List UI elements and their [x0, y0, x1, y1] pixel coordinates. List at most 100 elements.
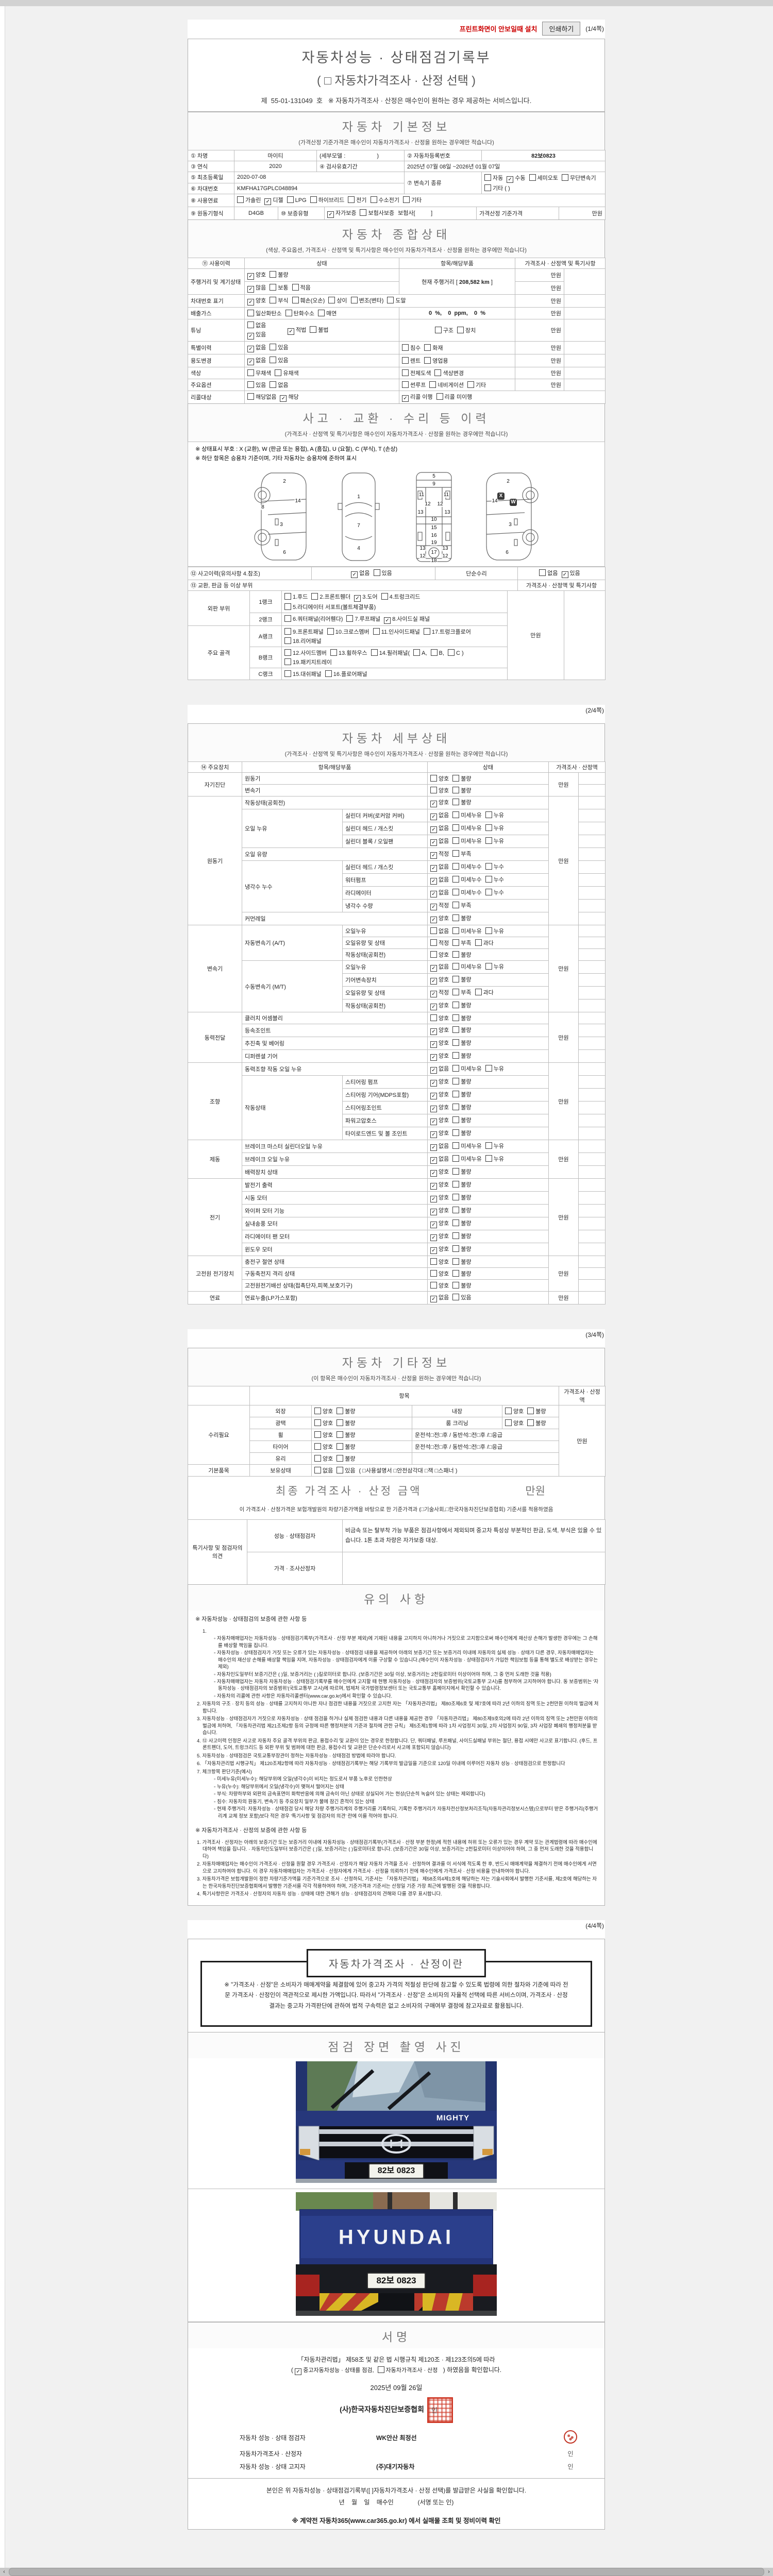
checkbox-unchecked[interactable]	[402, 196, 410, 203]
checkbox-option[interactable]: 불량	[337, 1454, 356, 1463]
checkbox-option[interactable]: 과다	[475, 939, 494, 947]
checkbox-unchecked[interactable]	[452, 927, 460, 935]
checkbox-unchecked[interactable]	[337, 1455, 344, 1462]
checkbox-checked[interactable]: ✓	[430, 801, 437, 808]
checkbox-unchecked[interactable]	[413, 649, 421, 656]
checkbox-checked[interactable]: ✓	[430, 1118, 437, 1126]
checkbox-unchecked[interactable]	[430, 927, 437, 935]
checkbox-option[interactable]: 보통	[270, 283, 289, 292]
checkbox-checked[interactable]: ✓	[288, 328, 294, 335]
checkbox-option[interactable]: 불량	[452, 1206, 472, 1214]
checkbox-unchecked[interactable]	[373, 569, 380, 577]
checkbox-unchecked[interactable]	[452, 939, 460, 946]
checkbox-option[interactable]: ✓ 없음	[247, 356, 266, 365]
checkbox-checked[interactable]: ✓	[430, 826, 437, 834]
checkbox-unchecked[interactable]	[452, 1104, 460, 1111]
checkbox-checked[interactable]: ✓	[430, 1106, 437, 1113]
checkbox-unchecked[interactable]	[452, 787, 460, 794]
checkbox-unchecked[interactable]	[423, 628, 430, 635]
checkbox-option[interactable]: 색상변경	[434, 369, 464, 377]
checkbox-unchecked[interactable]	[318, 310, 325, 316]
checkbox-checked[interactable]: ✓	[384, 617, 391, 624]
checkbox-option[interactable]: 없음	[314, 1466, 333, 1475]
checkbox-unchecked[interactable]	[430, 649, 438, 656]
checkbox-unchecked[interactable]	[485, 824, 492, 832]
checkbox-option[interactable]: 1.후드	[284, 592, 308, 601]
checkbox-option[interactable]: 세미오토	[529, 174, 558, 182]
checkbox-option[interactable]: 불량	[452, 1052, 472, 1060]
checkbox-unchecked[interactable]	[430, 951, 437, 958]
checkbox-unchecked[interactable]	[452, 976, 460, 983]
checkbox-option[interactable]: 누유	[485, 927, 504, 935]
checkbox-unchecked[interactable]	[485, 811, 492, 819]
checkbox-unchecked[interactable]	[237, 196, 244, 203]
checkbox-unchecked[interactable]	[430, 1270, 437, 1277]
checkbox-option[interactable]: 적정	[430, 939, 449, 947]
checkbox-unchecked[interactable]	[310, 196, 317, 203]
checkbox-option[interactable]: 과다	[475, 988, 494, 996]
checkbox-unchecked[interactable]	[475, 939, 482, 946]
checkbox-unchecked[interactable]	[284, 628, 291, 635]
checkbox-unchecked[interactable]	[452, 1270, 460, 1277]
checkbox-unchecked[interactable]	[270, 284, 277, 291]
checkbox-unchecked[interactable]	[370, 196, 377, 203]
checkbox-option[interactable]: 미세누수	[452, 888, 482, 896]
checkbox-unchecked[interactable]	[452, 824, 460, 832]
checkbox-unchecked[interactable]	[485, 1065, 492, 1072]
checkbox-option[interactable]: 누유	[485, 962, 504, 971]
checkbox-option[interactable]: 있음	[270, 343, 289, 351]
checkbox-unchecked[interactable]	[475, 989, 482, 996]
checkbox-unchecked[interactable]	[270, 344, 277, 350]
checkbox-option[interactable]: 기타 ( )	[484, 184, 510, 192]
checkbox-option[interactable]: ✓ 없음	[247, 343, 266, 352]
checkbox-unchecked[interactable]	[337, 1467, 344, 1474]
checkbox-unchecked[interactable]	[314, 1431, 321, 1438]
checkbox-option[interactable]: 불량	[452, 1001, 472, 1009]
checkbox-checked[interactable]: ✓	[430, 978, 437, 985]
checkbox-checked[interactable]: ✓	[430, 1080, 437, 1087]
checkbox-option[interactable]: 양호	[430, 1014, 449, 1022]
checkbox-option[interactable]: 불량	[452, 951, 472, 959]
checkbox-option[interactable]: ✓ 디젤	[264, 196, 283, 205]
checkbox-unchecked[interactable]	[452, 963, 460, 970]
checkbox-unchecked[interactable]	[348, 196, 355, 203]
checkbox-unchecked[interactable]	[452, 889, 460, 896]
checkbox-unchecked[interactable]	[529, 174, 536, 181]
checkbox-unchecked[interactable]	[539, 569, 546, 577]
checkbox-option[interactable]: 누수	[485, 862, 504, 871]
checkbox-checked[interactable]: ✓	[247, 299, 254, 306]
checkbox-option[interactable]: 양호	[430, 951, 449, 959]
checkbox-unchecked[interactable]	[485, 837, 492, 844]
checkbox-unchecked[interactable]	[328, 297, 335, 303]
checkbox-unchecked[interactable]	[270, 297, 277, 303]
checkbox-option[interactable]: 자동차가격조사 · 산정	[377, 2366, 438, 2376]
checkbox-unchecked[interactable]	[452, 1294, 460, 1301]
checkbox-option[interactable]: ✓ 양호	[430, 1129, 449, 1139]
checkbox-unchecked[interactable]	[561, 174, 568, 181]
checkbox-unchecked[interactable]	[275, 369, 282, 376]
checkbox-option[interactable]: ✓ 자가보증	[327, 209, 356, 218]
checkbox-unchecked[interactable]	[430, 939, 437, 946]
checkbox-unchecked[interactable]	[484, 184, 491, 191]
checkbox-option[interactable]: 불량	[452, 1281, 472, 1290]
checkbox-unchecked[interactable]	[452, 876, 460, 883]
checkbox-option[interactable]: 기타	[402, 196, 422, 204]
checkbox-option[interactable]: 무단변속기	[561, 174, 596, 182]
checkbox-unchecked[interactable]	[337, 1431, 344, 1438]
checkbox-option[interactable]: 불량	[452, 914, 472, 922]
checkbox-option[interactable]: 불량	[452, 1219, 472, 1227]
checkbox-unchecked[interactable]	[452, 1129, 460, 1137]
checkbox-option[interactable]: ✓ 없음	[430, 811, 449, 821]
checkbox-unchecked[interactable]	[284, 658, 291, 666]
checkbox-unchecked[interactable]	[447, 649, 455, 656]
checkbox-unchecked[interactable]	[505, 1408, 512, 1415]
checkbox-option[interactable]: 17.트렁크플로어	[423, 628, 471, 636]
checkbox-option[interactable]: 7.루프패널	[346, 615, 380, 623]
checkbox-option[interactable]: 전기	[348, 196, 367, 204]
checkbox-unchecked[interactable]	[452, 1282, 460, 1289]
checkbox-unchecked[interactable]	[337, 1419, 344, 1427]
checkbox-option[interactable]: 없음	[247, 321, 266, 329]
checkbox-option[interactable]: ✓ 양호	[430, 1116, 449, 1126]
checkbox-unchecked[interactable]	[452, 1078, 460, 1085]
checkbox-option[interactable]: 불량	[452, 1026, 472, 1034]
